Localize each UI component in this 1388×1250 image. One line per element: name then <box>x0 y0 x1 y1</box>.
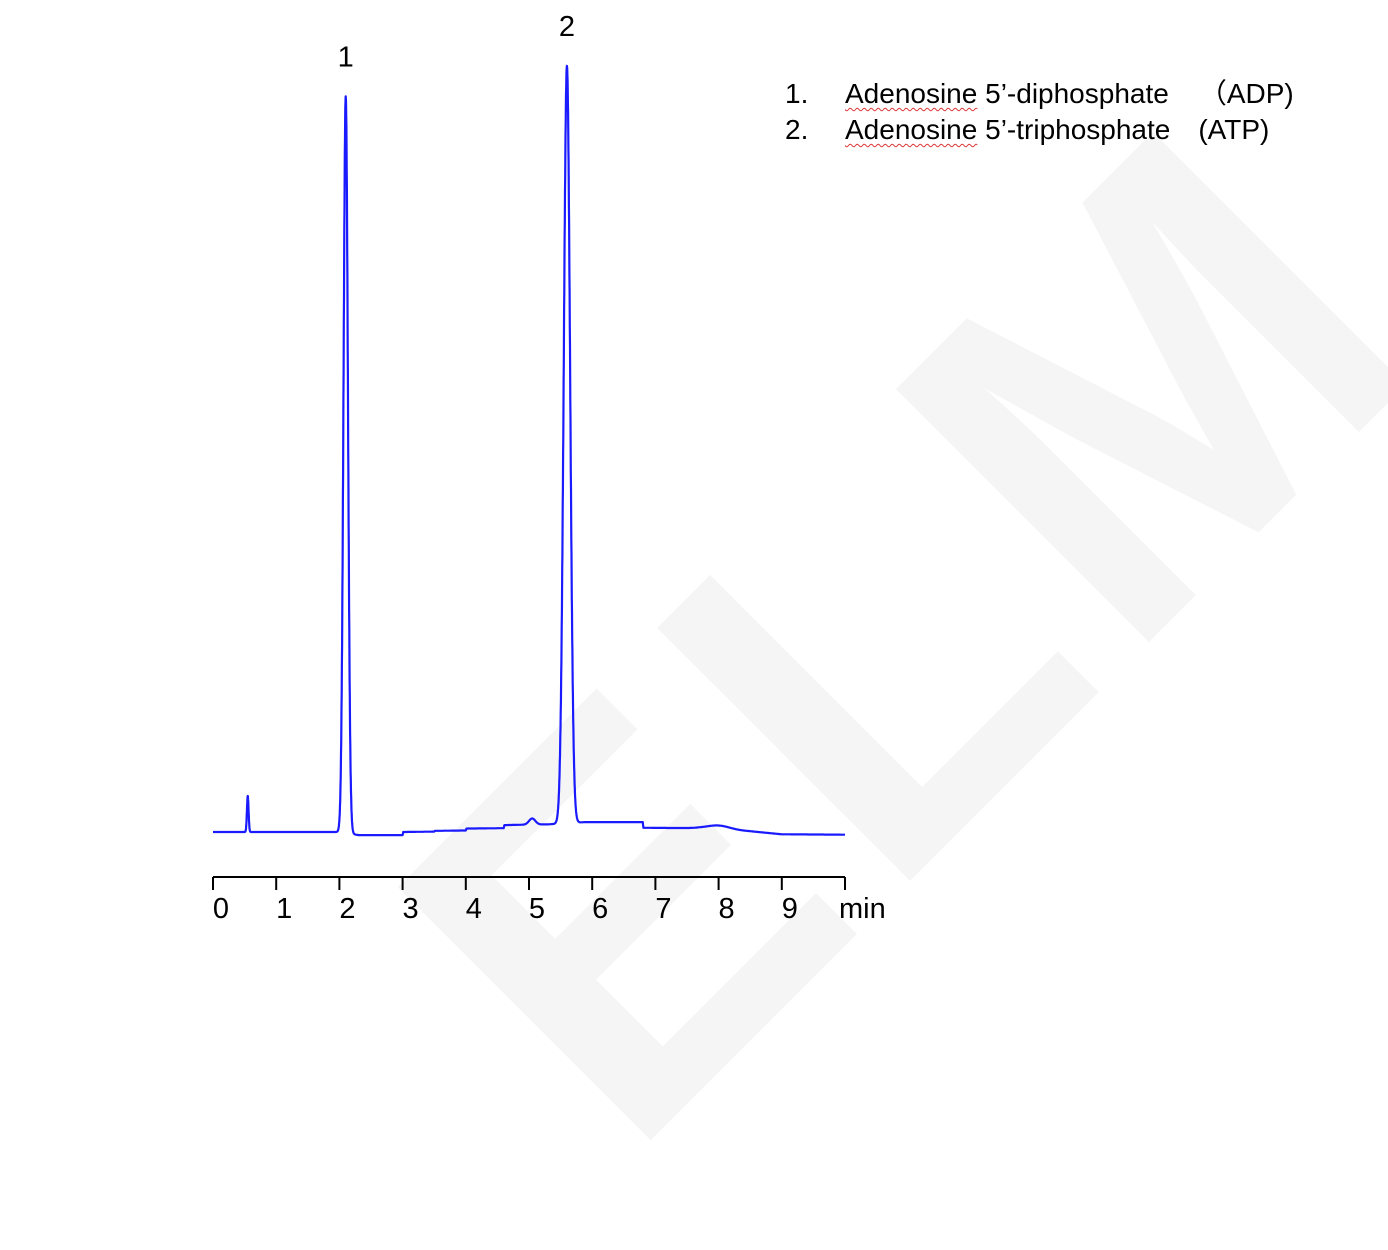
legend-item: 2. Adenosine 5’-triphosphate (ATP) <box>785 112 1294 148</box>
legend-compound-rest: 5’-triphosphate <box>977 114 1171 145</box>
legend-compound-name: Adenosine <box>845 78 978 109</box>
x-tick-label: 0 <box>213 893 229 925</box>
legend-number: 2. <box>785 114 809 145</box>
x-tick-label: 7 <box>655 893 671 925</box>
legend-item: 1. Adenosine 5’-diphosphate （ADP) <box>785 76 1294 112</box>
x-tick-label: 6 <box>592 893 608 925</box>
legend-abbr: （ADP) <box>1198 78 1294 109</box>
legend-compound-rest: 5’-diphosphate <box>977 78 1169 109</box>
peak-label: 1 <box>338 41 354 73</box>
x-tick-label: 8 <box>719 893 735 925</box>
x-tick-label: 3 <box>403 893 419 925</box>
legend-compound-name: Adenosine <box>845 114 978 145</box>
x-tick-label: 9 <box>782 893 798 925</box>
chromatogram: 0 1 2 3 4 5 6 7 8 9 min 1 2 <box>212 11 886 925</box>
legend-abbr: (ATP) <box>1198 114 1270 145</box>
x-axis-unit: min <box>839 893 886 925</box>
x-tick-label: 1 <box>276 893 292 925</box>
signal-trace <box>212 64 847 837</box>
x-tick-label: 5 <box>529 893 545 925</box>
legend: 1. Adenosine 5’-diphosphate （ADP) 2. Adenos… <box>785 76 1294 148</box>
x-tick-label: 4 <box>466 893 482 925</box>
x-tick-label: 2 <box>339 893 355 925</box>
legend-number: 1. <box>785 78 809 109</box>
peak-label: 2 <box>559 11 575 43</box>
